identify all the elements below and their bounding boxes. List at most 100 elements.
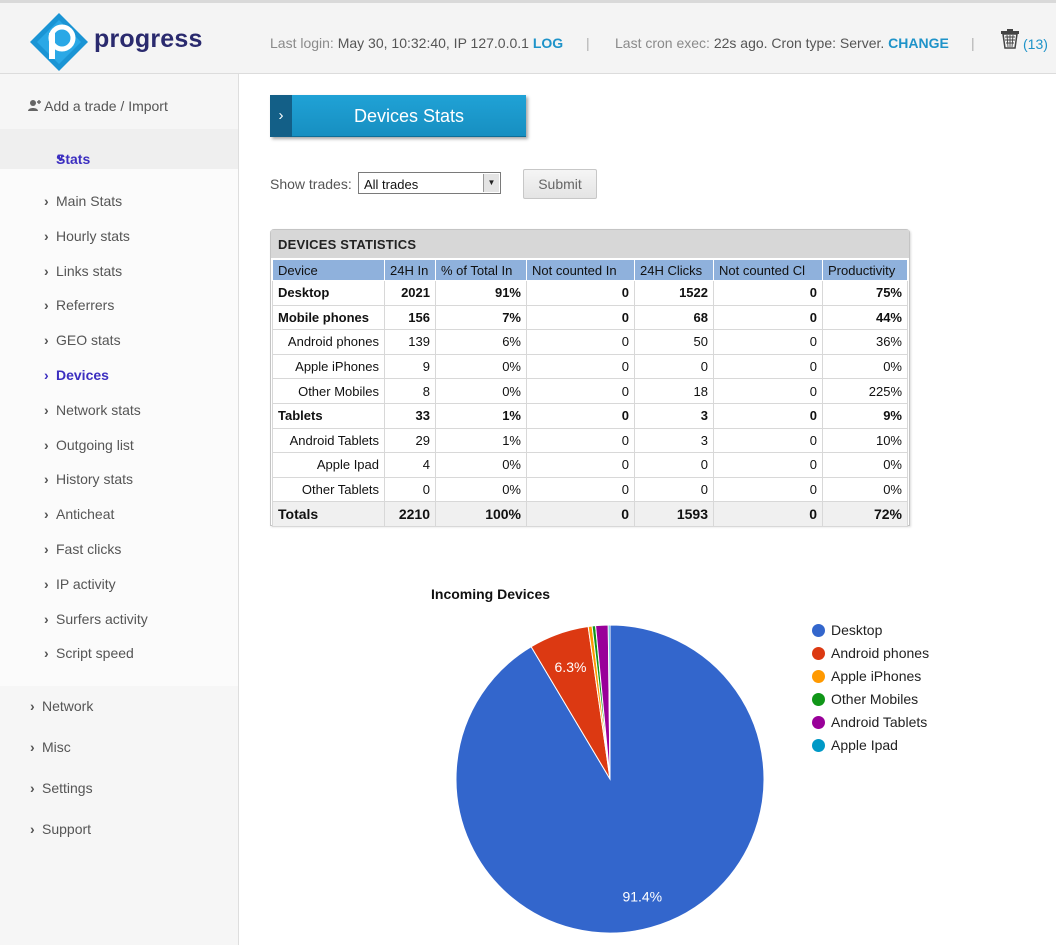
table-cell: 0: [713, 378, 823, 404]
table-cell: 91%: [435, 280, 527, 306]
pie-slice[interactable]: [587, 625, 611, 780]
sidebar-item-geo-stats[interactable]: › GEO stats: [44, 332, 121, 348]
last-login-value: May 30, 10:32:40, IP 127.0.0.1: [337, 35, 529, 51]
trades-select[interactable]: All trades ▼: [358, 172, 501, 194]
sidebar-item-label: Network: [42, 698, 94, 714]
table-cell: 75%: [822, 280, 908, 306]
table-cell: 9: [384, 353, 436, 380]
table-cell: 0: [526, 476, 635, 503]
pie-slice[interactable]: [530, 625, 611, 780]
table-row: Other Tablets 0 0% 0 0 0 0%: [272, 476, 908, 503]
trash-icon[interactable]: [999, 28, 1021, 50]
table-cell: 36%: [822, 329, 908, 355]
sidebar-item-network[interactable]: › Network: [30, 698, 93, 714]
sidebar-item-network-stats[interactable]: › Network stats: [44, 402, 141, 418]
table-row: Android phones 139 6% 0 50 0 36%: [272, 329, 908, 355]
sidebar-item-label: History stats: [56, 471, 134, 487]
sidebar-item-fast-clicks[interactable]: › Fast clicks: [44, 541, 121, 557]
table-cell: 4: [384, 452, 436, 478]
last-login-info: Last login: May 30, 10:32:40, IP 127.0.0…: [270, 35, 563, 51]
pie-slice[interactable]: [455, 624, 765, 934]
submit-button[interactable]: Submit: [523, 169, 597, 199]
column-header[interactable]: Not counted In: [526, 259, 635, 281]
slice-label: 6.3%: [555, 659, 587, 675]
sidebar-item-script-speed[interactable]: › Script speed: [44, 645, 134, 661]
header-divider: |: [586, 35, 590, 51]
table-cell: 0: [526, 452, 635, 478]
devices-table: Device 24H In % of Total In Not counted …: [272, 259, 908, 527]
table-cell: 0: [713, 476, 823, 503]
chevron-right-icon: ›: [44, 193, 49, 209]
change-link[interactable]: CHANGE: [888, 35, 949, 51]
legend-swatch-icon: [812, 624, 825, 637]
pie-slice[interactable]: [595, 624, 611, 780]
table-cell: 0%: [435, 476, 527, 503]
sidebar-item-main-stats[interactable]: › Main Stats: [44, 193, 122, 209]
sidebar-item-history-stats[interactable]: › History stats: [44, 471, 133, 487]
column-header[interactable]: Device: [272, 259, 385, 281]
table-cell: 8: [384, 378, 436, 404]
logo[interactable]: progress: [28, 11, 202, 71]
table-cell: 1593: [634, 501, 714, 527]
table-cell: 1522: [634, 280, 714, 306]
table-title: DEVICES STATISTICS: [271, 230, 909, 258]
device-cell: Desktop: [272, 280, 385, 306]
table-row: Apple Ipad 4 0% 0 0 0 0%: [272, 452, 908, 478]
sidebar-item-settings[interactable]: › Settings: [30, 780, 93, 796]
sidebar-item-anticheat[interactable]: › Anticheat: [44, 506, 114, 522]
pie-slice[interactable]: [607, 624, 611, 780]
device-cell: Other Tablets: [272, 476, 385, 503]
column-header[interactable]: 24H In: [384, 259, 436, 281]
stats-label: Stats: [56, 151, 91, 167]
table-cell: 50: [634, 329, 714, 355]
table-cell: 6%: [435, 329, 527, 355]
sidebar-item-ip-activity[interactable]: › IP activity: [44, 576, 116, 592]
page-title-button[interactable]: › Devices Stats: [270, 95, 526, 137]
sidebar-item-stats[interactable]: ∨ Stats: [0, 129, 238, 169]
legend-label: Other Mobiles: [831, 691, 919, 707]
legend-swatch-icon: [812, 670, 825, 683]
sidebar-item-label: Main Stats: [56, 193, 123, 209]
column-header[interactable]: 24H Clicks: [634, 259, 714, 281]
chevron-right-icon: ›: [44, 402, 49, 418]
sidebar-item-misc[interactable]: › Misc: [30, 739, 71, 755]
sidebar-item-devices[interactable]: › Devices: [44, 367, 109, 383]
sidebar-item-surfers-activity[interactable]: › Surfers activity: [44, 611, 148, 627]
column-header[interactable]: Not counted Cl: [713, 259, 823, 281]
add-trade-link[interactable]: Add a trade: [44, 98, 117, 114]
table-cell: 0: [384, 476, 436, 503]
chevron-right-icon: ›: [44, 228, 49, 244]
table-cell: 0: [713, 501, 823, 527]
table-cell: 72%: [822, 501, 908, 527]
sidebar-item-hourly-stats[interactable]: › Hourly stats: [44, 228, 130, 244]
table-row: Tablets 33 1% 0 3 0 9%: [272, 402, 908, 429]
sidebar-item-referrers[interactable]: › Referrers: [44, 297, 114, 313]
sidebar-item-links-stats[interactable]: › Links stats: [44, 263, 122, 279]
trash-count[interactable]: (13): [1023, 36, 1048, 52]
chevron-right-icon: ›: [30, 739, 35, 755]
table-cell: 100%: [435, 501, 527, 527]
log-link[interactable]: LOG: [532, 35, 564, 51]
column-header[interactable]: Productivity: [822, 259, 908, 281]
column-header[interactable]: % of Total In: [435, 259, 527, 281]
legend-label: Apple Ipad: [831, 737, 898, 753]
table-cell: 2021: [384, 280, 436, 306]
table-row: Android Tablets 29 1% 0 3 0 10%: [272, 427, 908, 454]
chart-title: Incoming Devices: [431, 586, 551, 602]
sidebar-item-outgoing-list[interactable]: › Outgoing list: [44, 437, 134, 453]
table-cell: 1%: [435, 402, 527, 429]
legend-label: Android phones: [831, 645, 930, 661]
devices-statistics-panel: DEVICES STATISTICS Device 24H In % of To…: [270, 229, 910, 527]
table-cell: 0: [634, 353, 714, 380]
import-link[interactable]: Import: [128, 98, 168, 114]
sidebar-item-support[interactable]: › Support: [30, 821, 91, 837]
pie-slice[interactable]: [591, 625, 611, 780]
table-cell: 7%: [435, 304, 527, 331]
sidebar-item-label: Settings: [42, 780, 93, 796]
chevron-right-icon: ›: [44, 576, 49, 592]
chevron-right-icon: ›: [44, 437, 49, 453]
add-trade-row: Add a trade / Import: [28, 98, 168, 114]
sidebar-item-label: Links stats: [56, 263, 123, 279]
chevron-right-icon: ›: [44, 506, 49, 522]
dropdown-arrow-icon[interactable]: ▼: [483, 174, 499, 192]
